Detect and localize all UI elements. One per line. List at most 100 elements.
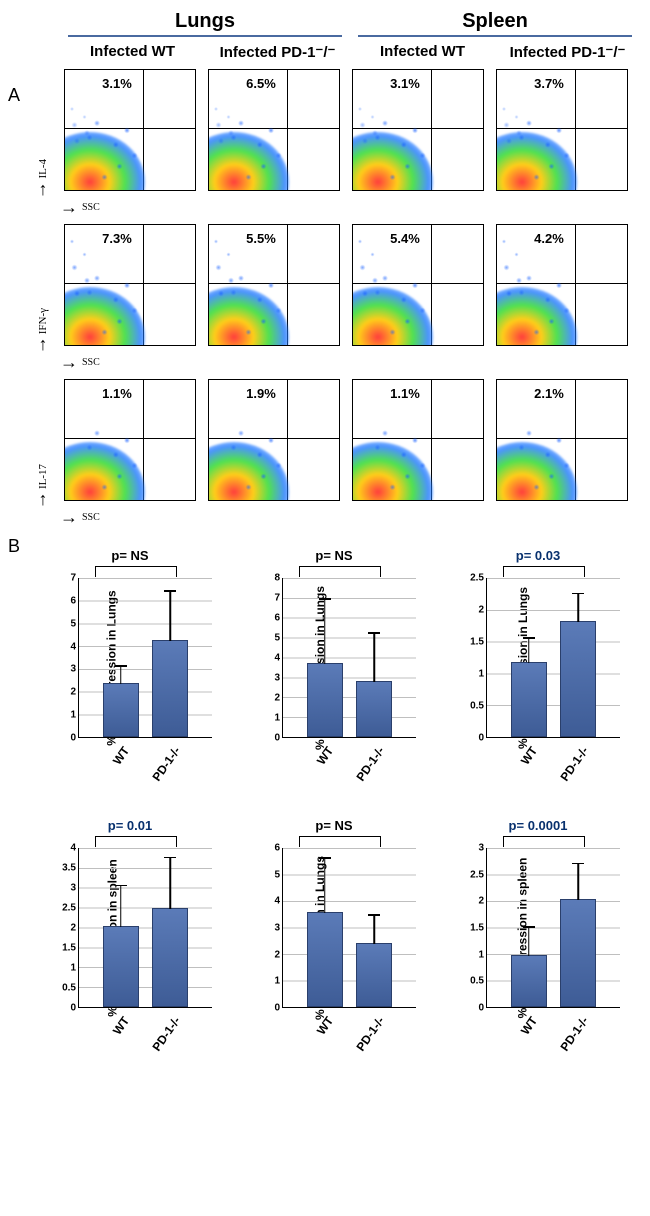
bar	[356, 681, 392, 737]
y-tick-label: 1	[464, 949, 484, 960]
header-lungs: Lungs	[68, 10, 342, 37]
x-axis-label: SSC	[82, 357, 100, 368]
y-tick-label: 1	[56, 710, 76, 721]
y-ticks: 00.511.522.5	[470, 578, 484, 738]
flow-cytometry-plot: 1.1%	[64, 379, 196, 501]
y-tick-label: 6	[56, 595, 76, 606]
y-tick-label: 2.5	[56, 903, 76, 914]
y-tick-label: 7	[260, 593, 280, 604]
bar-chart: p= NS% IFN-γ expression in Lungs01234567…	[244, 548, 424, 788]
chart-pvalue: p= NS	[315, 548, 352, 563]
y-tick-label: 1.5	[464, 637, 484, 648]
x-category-label: WT	[314, 744, 336, 767]
y-tick-label: 2	[260, 693, 280, 704]
y-tick-label: 1	[260, 713, 280, 724]
y-tick-label: 7	[56, 573, 76, 584]
y-tick-label: 0	[464, 733, 484, 744]
y-tick-label: 3	[260, 673, 280, 684]
arrow-right-icon: →	[60, 352, 78, 373]
x-category-label: PD-1-/-	[150, 744, 184, 784]
y-tick-label: 0	[464, 1003, 484, 1014]
chart-plot-area	[78, 848, 212, 1008]
bar	[152, 908, 188, 1007]
y-tick-label: 8	[260, 573, 280, 584]
gate-percentage: 3.1%	[390, 76, 420, 91]
y-tick-label: 4	[56, 641, 76, 652]
flow-cytometry-plot: 3.1%	[352, 69, 484, 191]
flow-cytometry-plot: 4.2%	[496, 224, 628, 346]
bar-chart: p= 0.0001%IL-17 expression in spleen00.5…	[448, 818, 628, 1058]
x-category-label: WT	[518, 744, 540, 767]
organ-headers: Lungs Spleen	[60, 10, 640, 37]
gate-percentage: 1.9%	[246, 386, 276, 401]
x-axis-label: SSC	[82, 512, 100, 523]
chart-plot-area	[486, 848, 620, 1008]
x-category-label: PD-1-/-	[558, 1014, 592, 1054]
pvalue-bracket	[503, 566, 585, 577]
chart-plot-area	[78, 578, 212, 738]
y-tick-label: 2	[56, 923, 76, 934]
x-category-label: PD-1-/-	[354, 744, 388, 784]
bar	[103, 683, 139, 737]
arrow-up-icon: ↑	[39, 493, 48, 505]
x-category-label: WT	[314, 1014, 336, 1037]
sub-infected-pd1: Infected PD-1⁻/⁻	[205, 43, 350, 61]
flow-cytometry-plot: 6.5%	[208, 69, 340, 191]
x-category-label: PD-1-/-	[354, 1014, 388, 1054]
chart-plot-area	[282, 848, 416, 1008]
y-ticks: 0123456	[266, 848, 280, 1008]
sub-infected-wt-2: Infected WT	[350, 43, 495, 61]
x-category-label: PD-1-/-	[558, 744, 592, 784]
arrow-right-icon: →	[60, 197, 78, 218]
panel-a-label: A	[8, 85, 20, 106]
pvalue-bracket	[299, 836, 381, 847]
y-tick-label: 0	[56, 733, 76, 744]
pvalue-bracket	[95, 836, 177, 847]
panel-b: B p= NS% IL-4 expression in Lungs0123456…	[10, 548, 640, 1058]
chart-plot-area	[486, 578, 620, 738]
chart-row-lungs: p= NS% IL-4 expression in Lungs01234567W…	[28, 548, 640, 788]
panel-b-label: B	[8, 536, 20, 557]
gate-percentage: 3.7%	[534, 76, 564, 91]
y-tick-label: 3	[464, 843, 484, 854]
y-tick-label: 0.5	[464, 976, 484, 987]
y-tick-label: 3	[56, 883, 76, 894]
bar	[511, 955, 547, 1007]
arrow-up-icon: ↑	[39, 338, 48, 350]
y-axis-block: IL-4↑	[28, 65, 58, 195]
flow-cytometry-plot: 2.1%	[496, 379, 628, 501]
pvalue-bracket	[299, 566, 381, 577]
x-axis-block: → SSC	[60, 352, 640, 373]
pvalue-bracket	[95, 566, 177, 577]
y-tick-label: 2.5	[464, 573, 484, 584]
bar-chart: p= NS% IFN-γ expression in Lungs0123456W…	[244, 818, 424, 1058]
y-tick-label: 3	[56, 664, 76, 675]
gate-percentage: 3.1%	[102, 76, 132, 91]
y-tick-label: 2.5	[464, 869, 484, 880]
x-labels: WTPD-1-/-	[486, 1010, 620, 1058]
flow-cytometry-plot: 5.5%	[208, 224, 340, 346]
bar-chart: p= 0.01% IL-4 expression in spleen00.511…	[40, 818, 220, 1058]
y-tick-label: 4	[260, 653, 280, 664]
flow-row: IFN-γ↑7.3%5.5%5.4%4.2%	[28, 220, 640, 350]
bar	[307, 663, 343, 737]
bar	[511, 662, 547, 737]
gate-percentage: 1.1%	[390, 386, 420, 401]
chart-pvalue: p= 0.01	[108, 818, 152, 833]
chart-pvalue: p= NS	[111, 548, 148, 563]
y-tick-label: 6	[260, 843, 280, 854]
arrow-up-icon: ↑	[39, 183, 48, 195]
chart-pvalue: p= 0.03	[516, 548, 560, 563]
sub-infected-pd1-2: Infected PD-1⁻/⁻	[495, 43, 640, 61]
flow-cytometry-plot: 3.1%	[64, 69, 196, 191]
y-tick-label: 4	[260, 896, 280, 907]
bar	[356, 943, 392, 1007]
y-ticks: 01234567	[62, 578, 76, 738]
bar	[560, 899, 596, 1007]
y-tick-label: 2	[464, 605, 484, 616]
condition-headers: Infected WT Infected PD-1⁻/⁻ Infected WT…	[60, 43, 640, 61]
gate-percentage: 1.1%	[102, 386, 132, 401]
header-spleen: Spleen	[358, 10, 632, 37]
y-ticks: 00.511.522.533.54	[62, 848, 76, 1008]
y-tick-label: 1	[464, 669, 484, 680]
